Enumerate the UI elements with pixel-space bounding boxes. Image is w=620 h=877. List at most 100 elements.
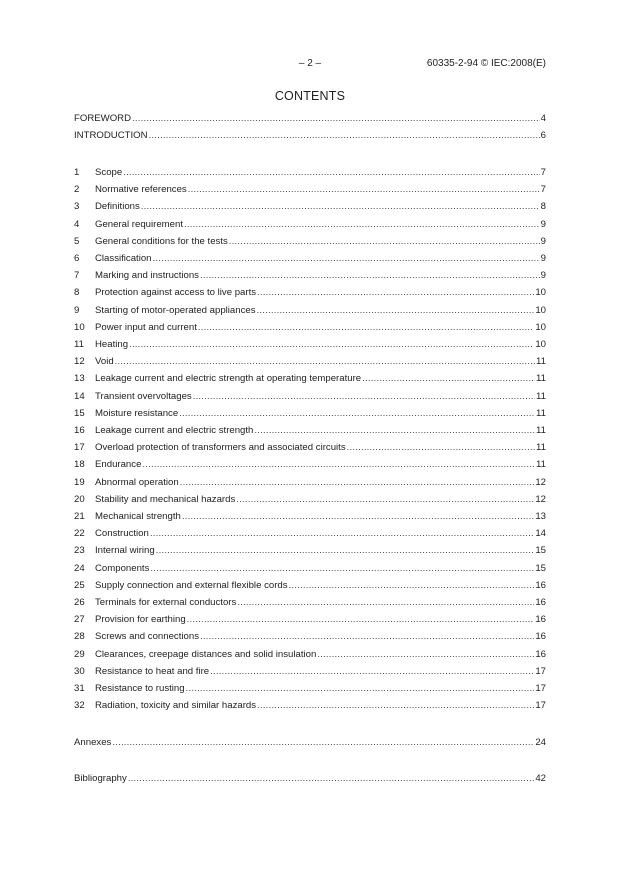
toc-entry-number: 12 — [74, 356, 85, 368]
toc-entry-label: Leakage current and electric strength — [95, 425, 254, 436]
toc-entry[interactable]: 32 Radiation, toxicity and similar hazard… — [74, 699, 546, 713]
dot-leader — [257, 699, 534, 713]
toc-entry-label: Power input and current — [95, 321, 197, 333]
toc-entry-label: Classification — [95, 253, 152, 264]
toc-entry-label: Radiation, toxicity and similar hazards — [95, 700, 257, 712]
toc-entry-number: 25 — [74, 579, 85, 591]
toc-entry[interactable]: 20 Stability and mechanical hazards 12 — [74, 493, 546, 507]
dot-leader — [289, 579, 535, 593]
toc-entry[interactable]: 1 Scope 7 — [74, 166, 546, 180]
toc-entry-page: 13 — [535, 511, 546, 522]
toc-entry[interactable]: 2 Normative references 7 — [74, 183, 546, 197]
toc-entry[interactable]: 9 Starting of motor-operated appliances 10 — [74, 304, 546, 318]
toc-entry[interactable]: 19 Abnormal operation 12 — [74, 476, 546, 490]
toc-entry[interactable]: 4 General requirement 9 — [74, 218, 546, 232]
toc-entry-label: Terminals for external conductors — [95, 597, 237, 608]
toc-entry-page: 9 — [540, 218, 546, 230]
toc-entry-page: 11 — [536, 407, 546, 419]
toc-entry-number: 3 — [74, 201, 80, 213]
toc-entry-page: 9 — [540, 235, 546, 247]
toc-entry[interactable]: 18 Endurance 11 — [74, 458, 546, 472]
toc-entry-page: 6 — [540, 130, 546, 141]
toc-entry-page: 14 — [535, 528, 546, 540]
toc-entry-number: 19 — [74, 476, 85, 488]
toc-entry[interactable]: Annexes 24 — [74, 736, 546, 750]
toc-entry[interactable]: 22 Construction 14 — [74, 527, 546, 541]
toc-entry-page: 10 — [535, 339, 546, 350]
toc-entry[interactable]: 30 Resistance to heat and fire 17 — [74, 665, 546, 679]
toc-entry-number: 18 — [74, 459, 85, 471]
dot-leader — [182, 510, 534, 524]
dot-leader — [210, 665, 534, 679]
dot-leader — [229, 235, 540, 249]
toc-entry-page: 16 — [535, 579, 546, 591]
dot-leader — [128, 772, 535, 786]
toc-entry-page: 24 — [535, 737, 546, 748]
toc-entry[interactable]: 13 Leakage current and electric strength … — [74, 372, 546, 386]
toc-entry[interactable]: 24 Components 15 — [74, 562, 546, 576]
toc-entry-number: 2 — [74, 184, 80, 196]
toc-entry-number: 11 — [74, 339, 84, 350]
toc-entry[interactable]: 23 Internal wiring 15 — [74, 544, 546, 558]
toc-entry[interactable]: FOREWORD 4 — [74, 112, 546, 126]
toc-entry[interactable]: 8 Protection against access to live parts… — [74, 286, 546, 300]
toc-entry-page: 8 — [540, 201, 546, 213]
toc-entry[interactable]: 10 Power input and current 10 — [74, 321, 546, 335]
toc-entry-page: 15 — [535, 562, 546, 574]
toc-entry-label: Marking and instructions — [95, 270, 199, 282]
toc-entry-number: 6 — [74, 253, 80, 264]
toc-entry-number: 26 — [74, 597, 85, 608]
toc-entry[interactable]: 6 Classification 9 — [74, 252, 546, 266]
toc-entry[interactable]: 11 Heating 10 — [74, 338, 546, 352]
dot-leader — [188, 183, 540, 197]
toc-entry[interactable]: 26 Terminals for external conductors 16 — [74, 596, 546, 610]
toc-entry[interactable]: 21 Mechanical strength 13 — [74, 510, 546, 524]
dot-leader — [150, 562, 534, 576]
toc-entry[interactable]: 3 Definitions 8 — [74, 200, 546, 214]
toc-entry-label: Internal wiring — [95, 545, 155, 557]
toc-entry-number: 16 — [74, 425, 85, 436]
dot-leader — [186, 682, 535, 696]
toc-entry-page: 9 — [540, 270, 546, 282]
dot-leader — [123, 166, 539, 180]
toc-entry[interactable]: 31 Resistance to rusting 17 — [74, 682, 546, 696]
toc-entry-page: 11 — [536, 356, 546, 368]
dot-leader — [141, 200, 540, 214]
toc-entry[interactable]: 28 Screws and connections 16 — [74, 630, 546, 644]
toc-entry-label: General conditions for the tests — [95, 235, 228, 247]
toc-entry-page: 7 — [540, 184, 546, 196]
toc-entry[interactable]: 16 Leakage current and electric strength 1… — [74, 424, 546, 438]
toc-entry-label: Transient overvoltages — [95, 390, 192, 402]
toc-entry-number: 23 — [74, 545, 85, 557]
toc-entry[interactable]: 29 Clearances, creepage distances and sol… — [74, 648, 546, 662]
toc-entry-label: Stability and mechanical hazards — [95, 493, 236, 505]
toc-entry-page: 11 — [536, 373, 546, 385]
toc-entry[interactable]: 27 Provision for earthing 16 — [74, 613, 546, 627]
toc-entry[interactable]: 25 Supply connection and external flexibl… — [74, 579, 546, 593]
toc-entry-page: 17 — [535, 683, 546, 694]
toc-entry[interactable]: 7 Marking and instructions 9 — [74, 269, 546, 283]
toc-entry-number: 10 — [74, 321, 85, 333]
toc-entry-label: Components — [95, 562, 150, 574]
dot-leader — [347, 441, 535, 455]
toc-entry-label: Bibliography — [74, 773, 127, 784]
toc-entry[interactable]: INTRODUCTION 6 — [74, 129, 546, 143]
toc-entry[interactable]: Bibliography 42 — [74, 772, 546, 786]
toc-entry[interactable]: 5 General conditions for the tests 9 — [74, 235, 546, 249]
dot-leader — [132, 112, 540, 126]
toc-entry-page: 42 — [535, 773, 546, 784]
dot-leader — [200, 269, 540, 283]
toc-entry-label: Annexes — [74, 737, 112, 748]
toc-entry-label: FOREWORD — [74, 113, 132, 124]
toc-entry[interactable]: 15 Moisture resistance 11 — [74, 407, 546, 421]
toc-entry[interactable]: 14 Transient overvoltages 11 — [74, 390, 546, 404]
toc-entry-page: 16 — [535, 614, 546, 626]
dot-leader — [180, 476, 535, 490]
toc-entry-label: Definitions — [95, 201, 140, 213]
toc-entry-label: Scope — [95, 167, 123, 178]
toc-entry[interactable]: 12 Void 11 — [74, 355, 546, 369]
toc-entry-page: 10 — [535, 304, 546, 316]
toc-entry[interactable]: 17 Overload protection of transformers an… — [74, 441, 546, 455]
toc-entry-number: 29 — [74, 648, 85, 660]
toc-entry-label: Heating — [95, 339, 129, 350]
